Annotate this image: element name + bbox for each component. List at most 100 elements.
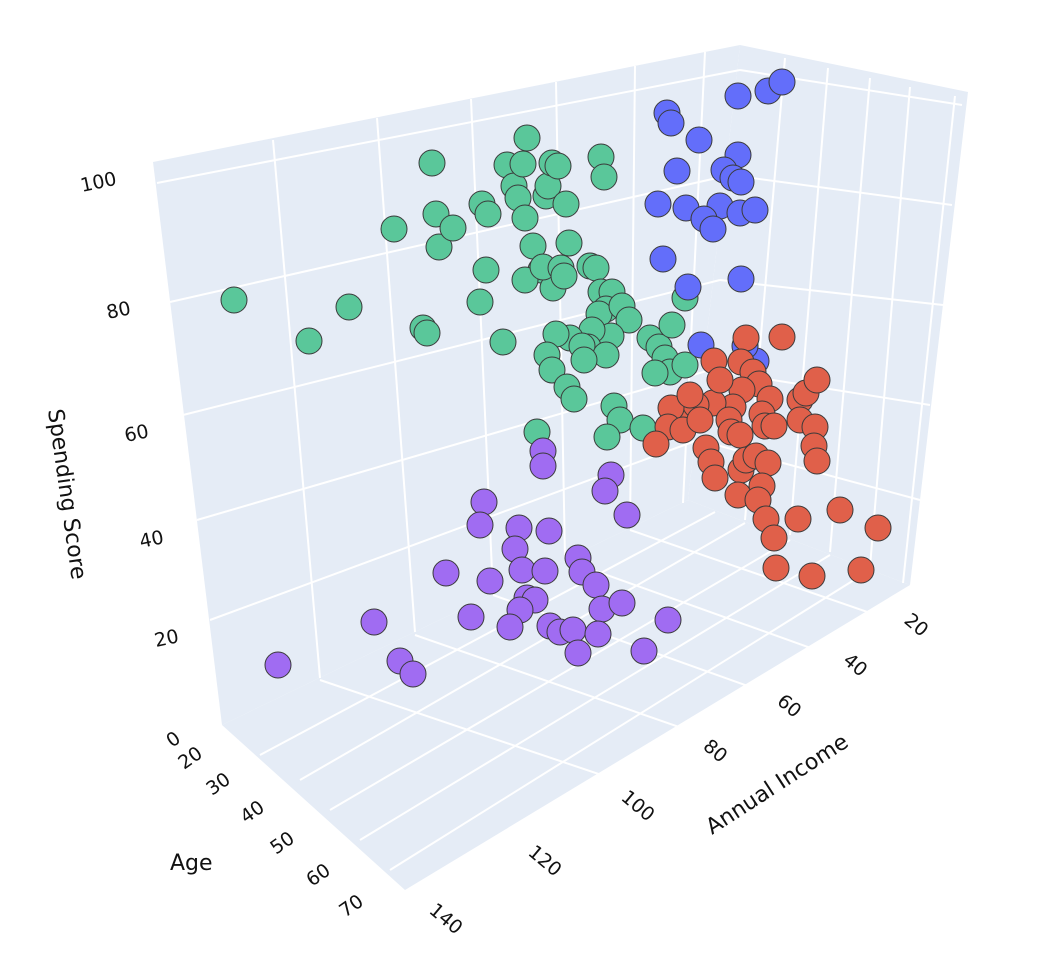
- x-tick: 60: [773, 690, 806, 722]
- data-point[interactable]: [644, 190, 672, 218]
- series-cluster-blue[interactable]: [644, 68, 796, 375]
- data-point[interactable]: [727, 265, 755, 293]
- data-point[interactable]: [380, 215, 408, 243]
- data-point[interactable]: [489, 328, 517, 356]
- data-point[interactable]: [641, 359, 669, 387]
- data-point[interactable]: [798, 562, 826, 590]
- data-point[interactable]: [642, 430, 670, 458]
- data-point[interactable]: [826, 496, 854, 524]
- data-point[interactable]: [760, 412, 788, 440]
- data-point[interactable]: [564, 639, 592, 667]
- x-tick: 120: [524, 841, 566, 881]
- data-point[interactable]: [457, 603, 485, 631]
- data-point[interactable]: [847, 556, 875, 584]
- data-point[interactable]: [584, 620, 612, 648]
- data-point[interactable]: [529, 452, 557, 480]
- y-axis-title: Age: [170, 851, 213, 876]
- y-tick: 70: [335, 890, 367, 922]
- data-point[interactable]: [360, 608, 388, 636]
- data-point[interactable]: [413, 319, 441, 347]
- data-point[interactable]: [615, 306, 643, 334]
- data-point[interactable]: [425, 233, 453, 261]
- data-point[interactable]: [472, 256, 500, 284]
- data-point[interactable]: [685, 126, 713, 154]
- data-point[interactable]: [544, 152, 572, 180]
- data-point[interactable]: [724, 82, 752, 110]
- data-point[interactable]: [590, 163, 618, 191]
- data-point[interactable]: [538, 356, 566, 384]
- series-cluster-red[interactable]: [642, 323, 892, 590]
- data-point[interactable]: [727, 168, 755, 196]
- data-point[interactable]: [674, 273, 702, 301]
- data-point[interactable]: [399, 660, 427, 688]
- data-point[interactable]: [741, 196, 769, 224]
- data-point[interactable]: [474, 200, 502, 228]
- data-point[interactable]: [630, 637, 658, 665]
- data-point[interactable]: [784, 505, 812, 533]
- data-point[interactable]: [513, 124, 541, 152]
- data-point[interactable]: [803, 366, 831, 394]
- data-point[interactable]: [671, 351, 699, 379]
- data-point[interactable]: [535, 517, 563, 545]
- data-point[interactable]: [593, 423, 621, 451]
- x-tick: 40: [839, 649, 872, 681]
- data-point[interactable]: [768, 68, 796, 96]
- data-point[interactable]: [559, 616, 587, 644]
- data-point[interactable]: [439, 214, 467, 242]
- data-point[interactable]: [509, 150, 537, 178]
- y-tick: 30: [202, 768, 234, 800]
- data-point[interactable]: [657, 109, 685, 137]
- data-point[interactable]: [864, 514, 892, 542]
- data-point[interactable]: [432, 559, 460, 587]
- data-point[interactable]: [466, 288, 494, 316]
- data-point[interactable]: [706, 366, 734, 394]
- z-tick: 60: [122, 420, 150, 447]
- data-point[interactable]: [701, 464, 729, 492]
- series-cluster-purple[interactable]: [264, 437, 682, 688]
- data-point[interactable]: [295, 327, 323, 355]
- data-point[interactable]: [418, 149, 446, 177]
- data-point[interactable]: [762, 554, 790, 582]
- y-tick: 40: [236, 796, 268, 828]
- data-point[interactable]: [658, 311, 686, 339]
- data-point[interactable]: [582, 254, 610, 282]
- x-tick: 80: [699, 735, 732, 767]
- y-tick: 50: [266, 827, 298, 859]
- data-point[interactable]: [555, 229, 583, 257]
- series-cluster-green[interactable]: [220, 124, 699, 451]
- data-point[interactable]: [760, 524, 788, 552]
- data-point[interactable]: [768, 323, 796, 351]
- data-point[interactable]: [686, 406, 714, 434]
- data-point[interactable]: [582, 571, 610, 599]
- data-point[interactable]: [552, 190, 580, 218]
- data-point[interactable]: [511, 204, 539, 232]
- data-point[interactable]: [649, 245, 677, 273]
- data-point[interactable]: [531, 557, 559, 585]
- data-point[interactable]: [550, 262, 578, 290]
- data-point[interactable]: [654, 606, 682, 634]
- data-point[interactable]: [570, 346, 598, 374]
- data-point[interactable]: [726, 421, 754, 449]
- data-point[interactable]: [496, 613, 524, 641]
- data-point[interactable]: [732, 324, 760, 352]
- data-point[interactable]: [470, 488, 498, 516]
- data-point[interactable]: [560, 385, 588, 413]
- data-point[interactable]: [676, 381, 704, 409]
- data-points[interactable]: [220, 68, 892, 688]
- data-point[interactable]: [608, 589, 636, 617]
- x-tick: 140: [425, 899, 467, 939]
- data-point[interactable]: [754, 449, 782, 477]
- data-point[interactable]: [803, 447, 831, 475]
- data-point[interactable]: [264, 651, 292, 679]
- data-point[interactable]: [220, 286, 248, 314]
- data-point[interactable]: [699, 215, 727, 243]
- data-point[interactable]: [592, 341, 620, 369]
- data-point[interactable]: [508, 556, 536, 584]
- data-point[interactable]: [466, 511, 494, 539]
- data-point[interactable]: [663, 157, 691, 185]
- data-point[interactable]: [335, 293, 363, 321]
- data-point[interactable]: [591, 477, 619, 505]
- data-point[interactable]: [613, 501, 641, 529]
- data-point[interactable]: [476, 567, 504, 595]
